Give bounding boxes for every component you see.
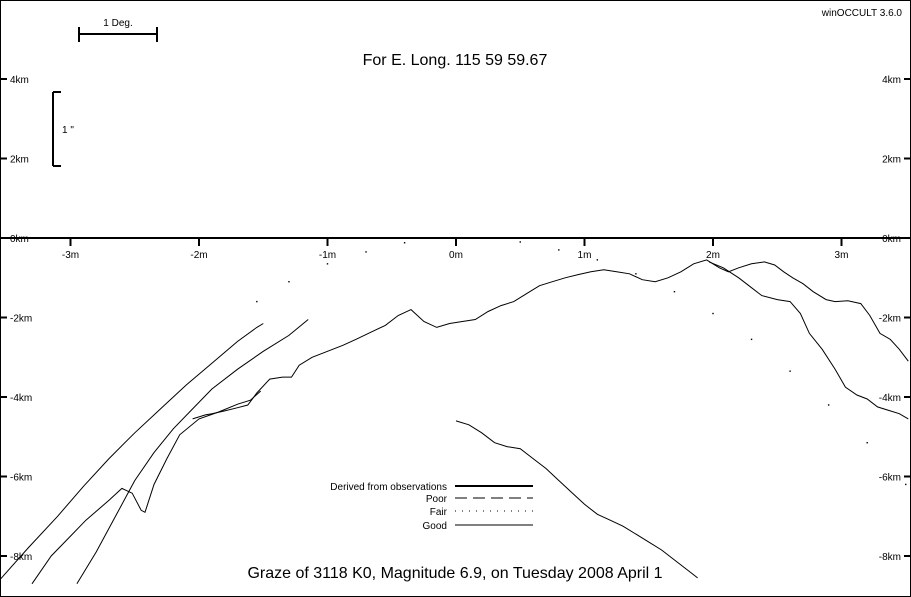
y-tick-label-left: 2km <box>10 155 29 166</box>
x-tick-label: 2m <box>706 250 720 261</box>
fair-profile-dot <box>558 249 560 251</box>
fair-profile-dot <box>256 300 258 303</box>
y-tick-label-left: -2km <box>10 314 32 325</box>
y-tick-label-right: -8km <box>879 552 901 563</box>
axes-layer: -3m -2m -1m 0m 1m 2m 3m 4km 4km 2km 2km 0km 0km -2km -… <box>0 75 911 563</box>
fair-profile-dot <box>635 273 637 275</box>
y-tick-label-right: 2km <box>882 155 901 166</box>
y-tick-label-right: -2km <box>879 314 901 325</box>
degree-scale-bar <box>78 27 158 42</box>
fair-profile-dot <box>866 442 868 444</box>
fair-profile-dot <box>442 237 444 239</box>
fair-profile-dot <box>673 290 676 293</box>
legend-label: Good <box>423 521 447 532</box>
good-profile-curve <box>192 259 909 420</box>
y-tick-label-left: 4km <box>10 75 29 86</box>
arcsec-scale-bar <box>52 91 61 167</box>
good-profile-curve <box>0 323 264 581</box>
legend-label: Poor <box>426 494 448 505</box>
y-tick-label-left: 0km <box>10 234 29 245</box>
fair-profile-dot <box>481 237 483 239</box>
x-tick-label: -3m <box>62 250 79 261</box>
y-tick-label-left: -4km <box>10 393 32 404</box>
x-tick-label: -2m <box>190 250 207 261</box>
x-tick-label: 1m <box>578 250 592 261</box>
version-label: winOCCULT 3.6.0 <box>821 8 903 19</box>
fair-profile-dot <box>288 281 290 283</box>
legend-label: Fair <box>430 507 448 518</box>
arcsec-scale-label: 1 " <box>62 125 74 136</box>
degree-scale-label: 1 Deg. <box>103 18 132 29</box>
legend-label: Derived from observations <box>330 482 447 493</box>
y-tick-label-right: -6km <box>879 473 901 484</box>
chart-footer: Graze of 3118 K0, Magnitude 6.9, on Tues… <box>247 565 662 582</box>
fair-profile-dot <box>596 259 599 261</box>
fair-profile-dot <box>712 312 714 315</box>
good-profile-curve <box>455 420 698 579</box>
x-tick-label: -1m <box>319 250 336 261</box>
decor-layer: winOCCULT 3.6.0 For E. Long. 115 59 59.6… <box>52 8 903 582</box>
fair-profile-dot <box>326 263 329 265</box>
fair-profile-dot <box>789 370 791 372</box>
fair-profile-dot <box>827 404 830 406</box>
x-tick-label: 3m <box>835 250 849 261</box>
fair-profile-dot <box>519 241 521 243</box>
fair-profile-dot <box>403 242 406 244</box>
x-tick-label: 0m <box>449 250 463 261</box>
y-tick-label-right: 4km <box>882 75 901 86</box>
fair-profile-dot <box>750 338 753 341</box>
good-profile-curve <box>31 390 262 585</box>
chart-title: For E. Long. 115 59 59.67 <box>363 52 548 69</box>
y-tick-label-left: -6km <box>10 473 32 484</box>
y-tick-label-right: -4km <box>879 393 901 404</box>
good-profile-curve <box>708 261 909 420</box>
good-profile-curve <box>76 319 309 585</box>
y-tick-label-right: 0km <box>882 234 901 245</box>
fair-profile-dot <box>905 483 907 486</box>
curves-layer <box>0 237 909 585</box>
fair-profile-dot <box>365 251 367 253</box>
y-tick-label-left: -8km <box>10 552 32 563</box>
